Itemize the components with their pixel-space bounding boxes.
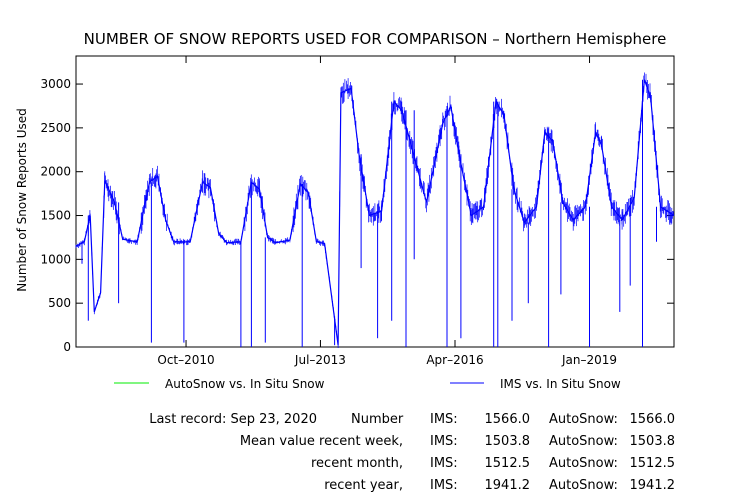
x-axis: Oct–2010 Jul–2013 Apr–2016 Jan–2019 — [157, 56, 617, 367]
legend: AutoSnow vs. In Situ Snow IMS vs. In Sit… — [114, 377, 621, 391]
ims-value: 1566.0 — [484, 412, 531, 427]
autosnow-value: 1941.2 — [629, 478, 676, 493]
y-tick-label: 0 — [63, 340, 71, 354]
ims-label: IMS: — [430, 456, 458, 471]
autosnow-label: AutoSnow: — [549, 434, 618, 449]
autosnow-value: 1512.5 — [629, 456, 676, 471]
stats-row-month: recent month, IMS: 1512.5 AutoSnow: 1512… — [0, 456, 750, 476]
stats-row-label: Mean value recent week, — [239, 434, 403, 449]
legend-label-ims: IMS vs. In Situ Snow — [500, 377, 621, 391]
y-tick-label: 2000 — [40, 165, 71, 179]
chart-title: NUMBER OF SNOW REPORTS USED FOR COMPARIS… — [84, 30, 667, 48]
ims-value: 1503.8 — [484, 434, 531, 449]
number-label: Number — [351, 412, 404, 427]
autosnow-label: AutoSnow: — [549, 412, 618, 427]
x-tick-label: Apr–2016 — [426, 353, 483, 367]
x-tick-label: Jan–2019 — [561, 353, 617, 367]
ims-label: IMS: — [430, 478, 458, 493]
stats-row-last-record: Last record: Sep 23, 2020 Number IMS: 15… — [0, 412, 750, 432]
autosnow-value: 1566.0 — [629, 412, 676, 427]
ims-value: 1941.2 — [484, 478, 531, 493]
y-axis-label: Number of Snow Reports Used — [15, 108, 29, 291]
y-tick-label: 3000 — [40, 77, 71, 91]
y-tick-label: 1500 — [40, 209, 71, 223]
stats-row-label: recent year, — [324, 478, 403, 493]
y-tick-label: 1000 — [40, 252, 71, 266]
x-tick-label: Jul–2013 — [294, 353, 346, 367]
plot-frame — [75, 55, 675, 348]
last-record-text: Last record: Sep 23, 2020 — [149, 412, 317, 427]
autosnow-label: AutoSnow: — [549, 478, 618, 493]
snow-reports-chart: NUMBER OF SNOW REPORTS USED FOR COMPARIS… — [15, 30, 675, 391]
y-tick-label: 2500 — [40, 121, 71, 135]
ims-value: 1512.5 — [484, 456, 531, 471]
plot-series — [75, 72, 675, 348]
stats-row-year: recent year, IMS: 1941.2 AutoSnow: 1941.… — [0, 478, 750, 498]
x-tick-label: Oct–2010 — [157, 353, 214, 367]
legend-label-autosnow: AutoSnow vs. In Situ Snow — [165, 377, 325, 391]
y-tick-label: 500 — [48, 296, 71, 310]
stats-row-week: Mean value recent week, IMS: 1503.8 Auto… — [0, 434, 750, 454]
ims-label: IMS: — [430, 412, 458, 427]
autosnow-label: AutoSnow: — [549, 456, 618, 471]
autosnow-value: 1503.8 — [629, 434, 676, 449]
stats-row-label: recent month, — [311, 456, 403, 471]
ims-label: IMS: — [430, 434, 458, 449]
